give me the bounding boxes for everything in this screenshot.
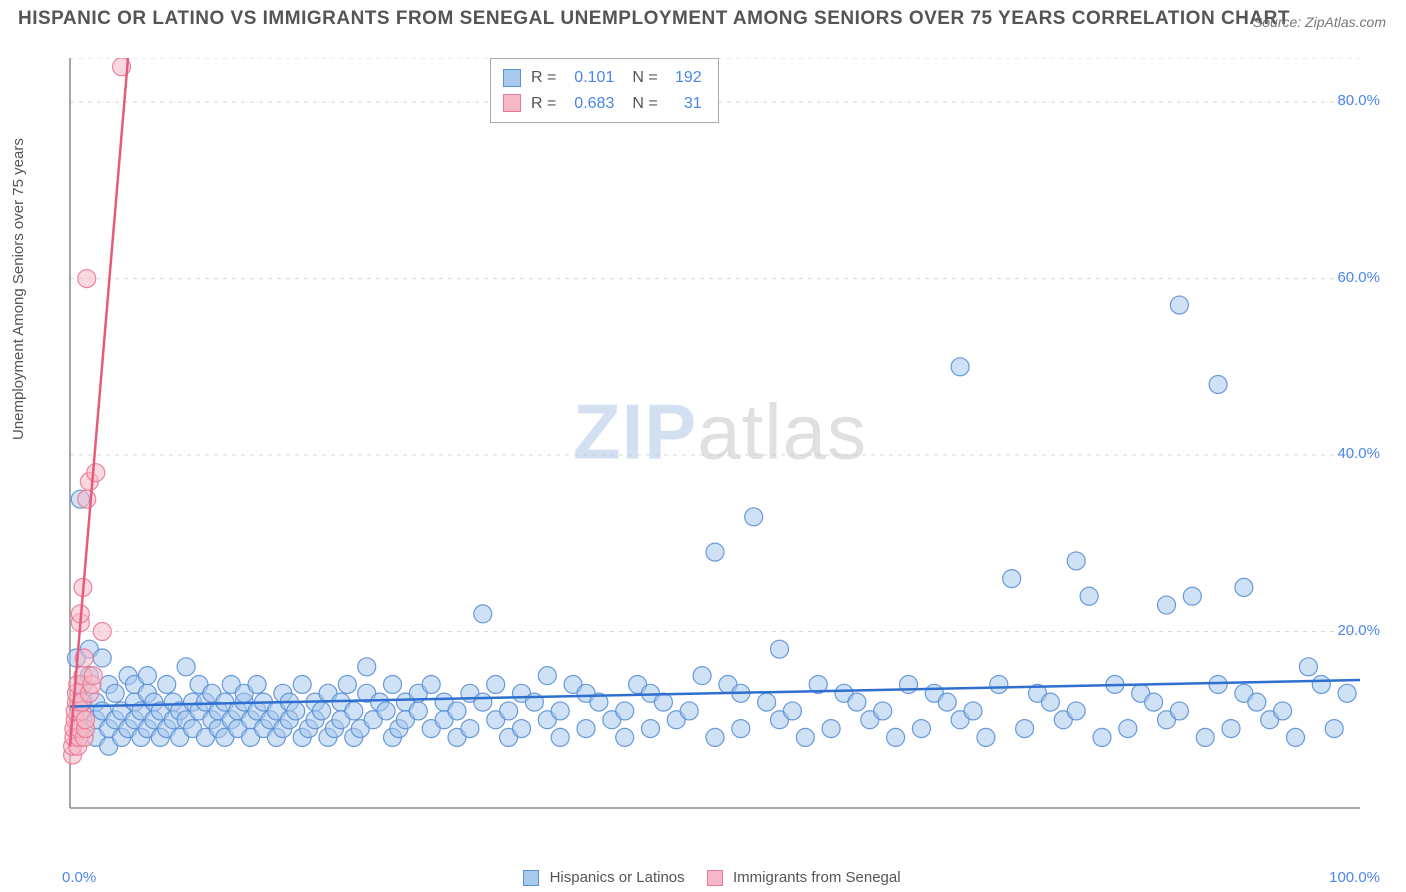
legend-row: R = 0.101 N = 192 (503, 65, 706, 91)
legend-swatch (503, 69, 521, 87)
legend-n-label: N = (632, 65, 657, 91)
legend-n-value: 31 (662, 91, 702, 117)
legend-swatch (707, 870, 723, 886)
chart-area: ZIPatlas (60, 58, 1380, 838)
y-axis-label: Unemployment Among Seniors over 75 years (10, 138, 27, 440)
correlation-legend: R = 0.101 N = 192 R = 0.683 N = 31 (490, 58, 719, 123)
y-tick-label: 60.0% (1337, 269, 1380, 286)
legend-swatch (523, 870, 539, 886)
y-tick-label: 40.0% (1337, 445, 1380, 462)
legend-n-label: N = (632, 91, 657, 117)
scatter-plot-svg (60, 58, 1380, 838)
source-label: Source: ZipAtlas.com (1253, 14, 1386, 30)
y-tick-label: 80.0% (1337, 92, 1380, 109)
legend-series-label: Immigrants from Senegal (733, 869, 901, 886)
chart-title: HISPANIC OR LATINO VS IMMIGRANTS FROM SE… (18, 8, 1290, 30)
series-legend: Hispanics or Latinos Immigrants from Sen… (0, 869, 1406, 886)
legend-r-value: 0.683 (560, 91, 614, 117)
y-tick-label: 20.0% (1337, 622, 1380, 639)
legend-r-label: R = (531, 65, 556, 91)
legend-row: R = 0.683 N = 31 (503, 91, 706, 117)
legend-r-label: R = (531, 91, 556, 117)
legend-series-label: Hispanics or Latinos (550, 869, 685, 886)
legend-swatch (503, 94, 521, 112)
legend-r-value: 0.101 (560, 65, 614, 91)
legend-n-value: 192 (662, 65, 702, 91)
